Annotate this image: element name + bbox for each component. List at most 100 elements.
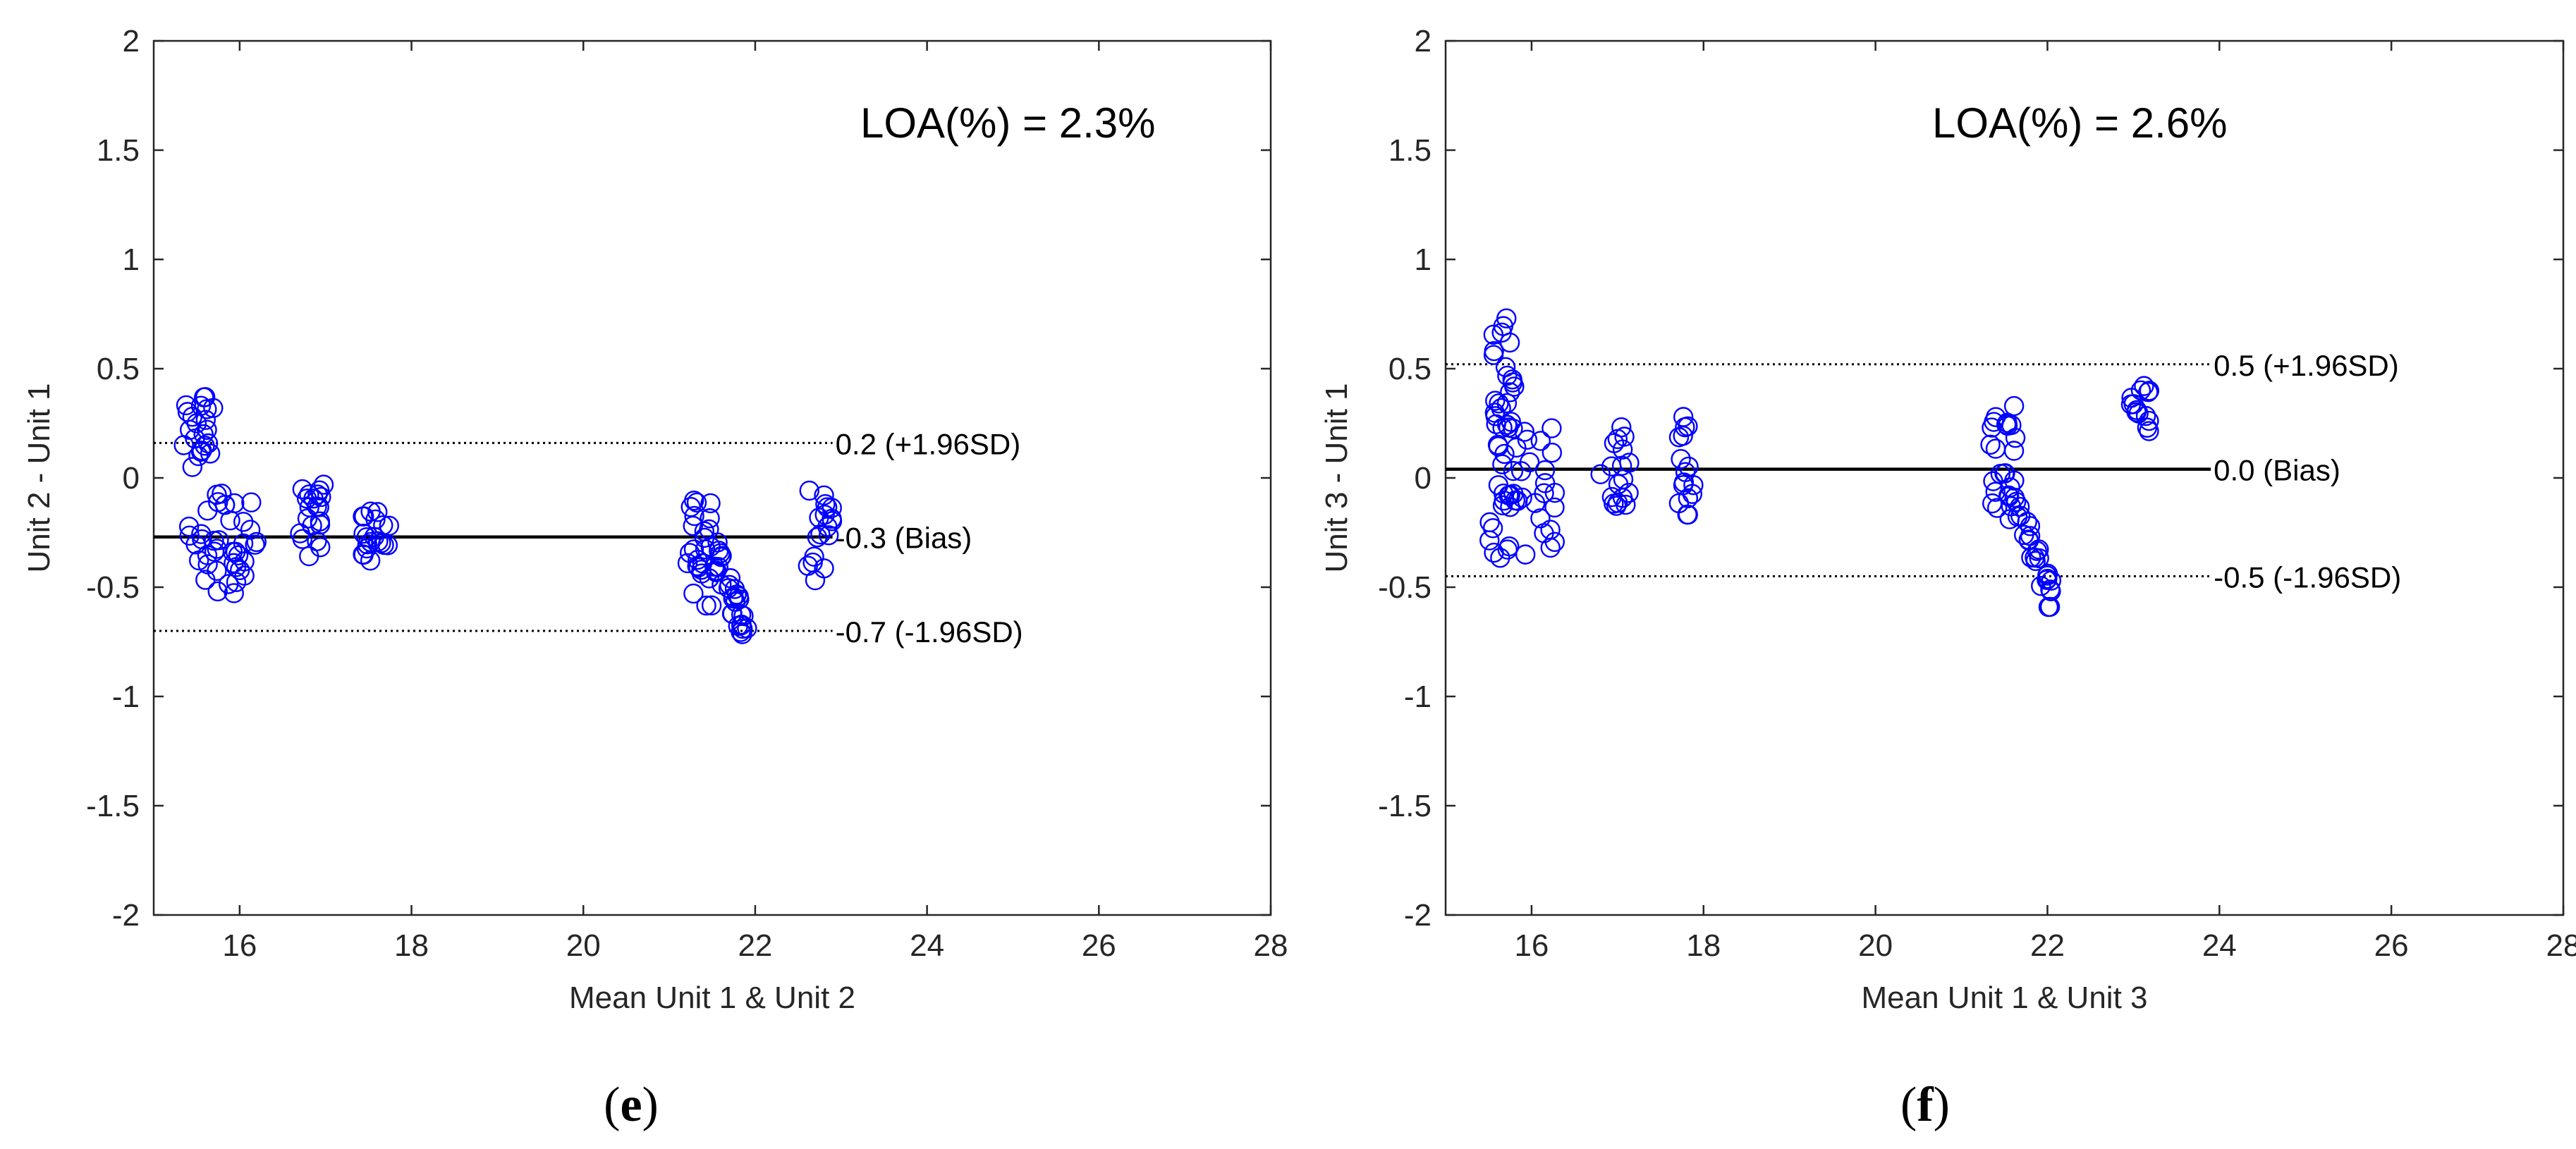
y-tick-label: 0 — [123, 461, 140, 496]
data-point — [1980, 434, 2001, 455]
panel-label-open: ( — [1900, 1078, 1917, 1132]
data-point — [1601, 456, 1622, 477]
data-point — [311, 486, 331, 508]
lower-line-label: -0.5 (-1.96SD) — [2214, 561, 2401, 594]
data-point — [1590, 464, 1611, 484]
data-point — [2039, 596, 2061, 617]
data-point — [197, 419, 217, 440]
data-point — [1490, 548, 1510, 568]
data-point — [309, 480, 330, 500]
data-point — [299, 484, 319, 505]
data-point — [182, 457, 203, 477]
data-point — [1485, 391, 1506, 411]
data-point — [233, 512, 254, 532]
x-tick-label: 18 — [394, 928, 429, 963]
data-point — [731, 622, 751, 642]
data-point — [226, 572, 247, 592]
x-tick-label: 26 — [2374, 928, 2409, 963]
data-point — [224, 553, 244, 574]
data-point — [815, 494, 836, 515]
panel-label-close: ) — [1934, 1078, 1950, 1132]
loa-annotation: LOA(%) = 2.6% — [1932, 99, 2228, 147]
data-point — [1677, 504, 1697, 525]
data-point — [1493, 316, 1514, 336]
data-point — [310, 537, 331, 558]
y-axis-label: Unit 3 - Unit 1 — [1319, 383, 1354, 573]
data-point — [176, 395, 197, 416]
data-point — [1484, 403, 1506, 423]
panel-label-letter: f — [1917, 1078, 1934, 1132]
data-point — [683, 583, 704, 604]
data-point — [2004, 487, 2025, 508]
data-point — [701, 595, 722, 616]
y-tick-label: -1 — [1404, 680, 1432, 714]
data-point — [700, 493, 721, 514]
data-point — [1606, 496, 1627, 516]
data-point — [207, 581, 228, 602]
data-point — [1500, 382, 1520, 403]
data-point — [1498, 485, 1519, 506]
data-point — [367, 502, 388, 522]
lower-line-label: -0.7 (-1.96SD) — [836, 615, 1023, 649]
data-point — [1542, 418, 1562, 438]
data-point — [2003, 395, 2025, 417]
data-point — [1678, 488, 1699, 509]
y-tick-label: 2 — [1415, 24, 1432, 59]
data-point — [377, 535, 398, 555]
data-point — [1604, 433, 1625, 453]
bias-line-label: -0.3 (Bias) — [836, 522, 972, 555]
data-point — [195, 410, 216, 430]
data-point — [1534, 483, 1554, 503]
data-point — [1544, 532, 1565, 552]
data-point — [684, 505, 704, 527]
y-tick-label: 1 — [1415, 242, 1432, 277]
data-point — [810, 524, 831, 545]
data-point — [1488, 475, 1509, 496]
data-point — [731, 615, 752, 636]
data-point — [246, 532, 267, 553]
data-point — [240, 520, 261, 540]
data-point — [799, 480, 819, 501]
panel-f: 16 18 20 22 24 26 28 -2 -1.5 -1 -0.5 0 0.5 1 1.5 2 Mean … — [1319, 24, 2576, 1132]
data-point — [1482, 518, 1503, 539]
data-point — [1986, 498, 2008, 518]
y-tick-label: 2 — [123, 24, 140, 59]
data-point — [731, 604, 752, 625]
scatter-points — [173, 387, 843, 644]
data-point — [822, 511, 843, 532]
y-tick-label: 1 — [123, 242, 140, 277]
data-point — [807, 527, 828, 548]
data-point — [188, 550, 209, 571]
data-point — [1982, 493, 2003, 514]
data-point — [709, 541, 729, 561]
data-point — [1530, 431, 1551, 451]
data-point — [2009, 496, 2030, 517]
x-tick-label: 16 — [1514, 928, 1549, 963]
data-point — [1497, 365, 1518, 386]
data-point — [1607, 429, 1628, 450]
data-point — [1682, 484, 1703, 504]
loa-annotation: LOA(%) = 2.3% — [860, 99, 1156, 147]
data-point — [1503, 418, 1523, 439]
x-tick-label: 20 — [1858, 928, 1893, 963]
x-tick-label: 16 — [222, 928, 257, 963]
data-point — [1534, 473, 1556, 493]
data-point — [696, 595, 716, 616]
plot-area — [1444, 39, 2565, 916]
data-point — [1514, 422, 1535, 442]
data-point — [2010, 505, 2031, 526]
y-tick-label: -2 — [112, 898, 140, 933]
x-axis-label: Mean Unit 1 & Unit 3 — [1862, 981, 2148, 1015]
data-point — [1488, 436, 1509, 457]
upper-line-label: 0.5 (+1.96SD) — [2214, 349, 2399, 382]
x-tick-label: 24 — [2202, 928, 2237, 963]
data-point — [706, 562, 726, 582]
y-axis-label: Unit 2 - Unit 1 — [22, 383, 56, 573]
data-point — [2025, 547, 2045, 568]
panel-label-close: ) — [642, 1078, 659, 1132]
data-point — [1678, 456, 1699, 477]
data-point — [712, 574, 732, 595]
data-point — [200, 443, 221, 464]
data-point — [197, 399, 217, 419]
